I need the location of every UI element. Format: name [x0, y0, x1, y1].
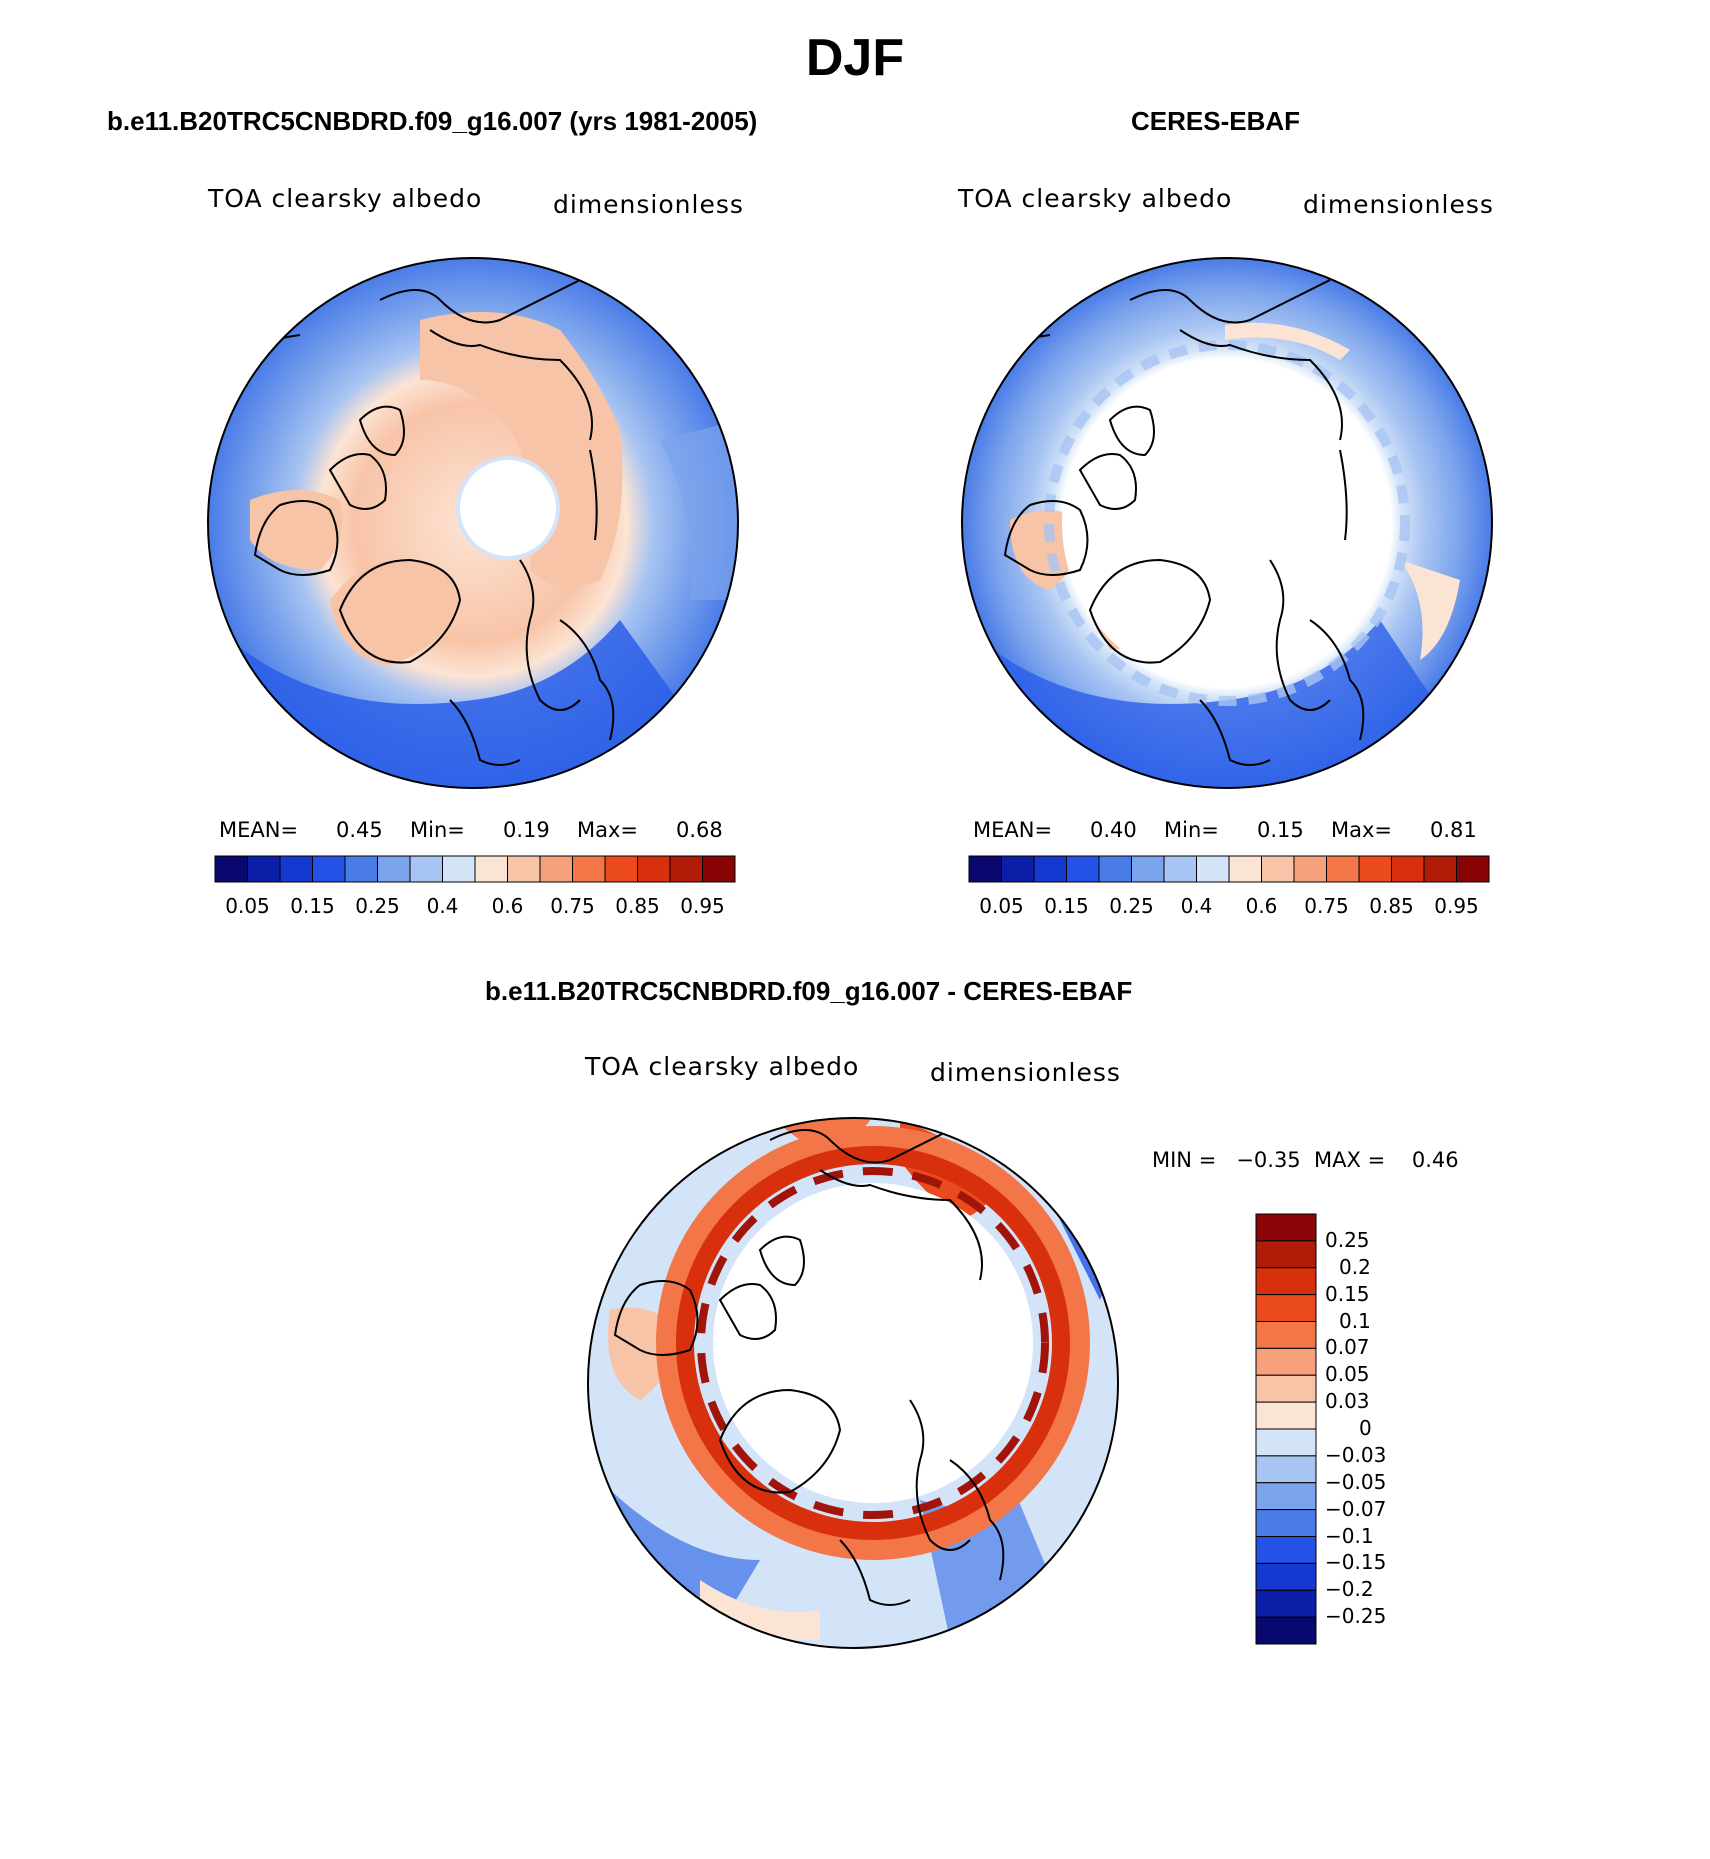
- panel-3-colorbar-swatch: [1255, 1401, 1317, 1430]
- panel-3-colorbar-tick-label: 0.07: [1325, 1335, 1370, 1360]
- panel-1-max-value: 0.68: [676, 818, 723, 842]
- panel-2-colorbar-swatch: [1163, 855, 1197, 883]
- panel-1-colorbar-swatch: [572, 855, 606, 883]
- panel-3-colorbar-tick-label: 0.1: [1339, 1308, 1371, 1333]
- panel-1-colorbar-tick-label: 0.95: [680, 894, 725, 918]
- panel-2-min-label: Min=: [1164, 818, 1219, 842]
- panel-1-colorbar-tick-label: 0.75: [550, 894, 595, 918]
- panel-1-colorbar-swatch: [507, 855, 541, 883]
- panel-3-colorbar-swatch: [1255, 1509, 1317, 1537]
- panel-2-colorbar-tick-label: 0.4: [1180, 894, 1213, 918]
- panel-3-units: dimensionless: [930, 1058, 1121, 1087]
- panel-1-colorbar-tick-label: 0.6: [491, 894, 524, 918]
- panel-3-colorbar-swatch: [1255, 1374, 1317, 1403]
- panel-3-colorbar-swatch: [1255, 1455, 1317, 1484]
- panel-2-colorbar-tick-label: 0.05: [979, 894, 1024, 918]
- panel-3-title: b.e11.B20TRC5CNBDRD.f09_g16.007 - CERES-…: [485, 976, 1133, 1006]
- panel-1-colorbar-swatch: [637, 855, 671, 883]
- panel-3-colorbar-labels: 0.25 0.2 0.15 0.1 0.07 0.05 0.03 0 −0.03 −0.05 −0.…: [1325, 1213, 1445, 1645]
- panel-3-colorbar-swatch: [1255, 1321, 1317, 1349]
- panel-2-min-value: 0.15: [1257, 818, 1304, 842]
- panel-2-mean-value: 0.40: [1090, 818, 1137, 842]
- panel-1-colorbar-tick-label: 0.25: [355, 894, 400, 918]
- panel-1-max-label: Max=: [577, 818, 639, 842]
- panel-3-colorbar-tick-label: −0.05: [1325, 1469, 1387, 1494]
- panel-3-colorbar-swatch: [1255, 1267, 1317, 1296]
- figure-title: DJF: [805, 29, 905, 87]
- panel-1-min-label: Min=: [410, 818, 465, 842]
- panel-1-min-value: 0.19: [503, 818, 550, 842]
- panel-3-colorbar-tick-label: −0.25: [1325, 1604, 1387, 1629]
- panel-2-colorbar-tick-label: 0.15: [1044, 894, 1089, 918]
- panel-1-colorbar-swatch: [409, 855, 443, 883]
- panel-3-colorbar-tick-label: 0.25: [1325, 1227, 1370, 1252]
- panel-1-colorbar: [214, 855, 736, 883]
- panel-2-colorbar-swatch: [1066, 855, 1100, 883]
- panel-1-colorbar-swatch: [214, 855, 248, 883]
- panel-2-colorbar-tick-label: 0.75: [1304, 894, 1349, 918]
- panel-1-colorbar-swatch: [702, 855, 736, 883]
- panel-2-max-value: 0.81: [1430, 818, 1477, 842]
- panel-1-colorbar-swatch: [279, 855, 313, 883]
- panel-2-colorbar-labels: 0.05 0.15 0.25 0.4 0.6 0.75 0.85 0.95: [969, 894, 1489, 924]
- panel-3-colorbar-tick-label: 0.03: [1325, 1389, 1370, 1414]
- panel-3-min-max: MIN = −0.35 MAX = 0.46: [1152, 1148, 1459, 1172]
- panel-1-units: dimensionless: [553, 190, 744, 219]
- panel-3-colorbar-swatch: [1255, 1294, 1317, 1322]
- panel-1-colorbar-swatch: [474, 855, 508, 883]
- panel-3-colorbar: [1255, 1213, 1317, 1645]
- panel-3-colorbar-swatch: [1255, 1213, 1317, 1242]
- panel-2-colorbar-swatch: [1196, 855, 1230, 883]
- panel-3-colorbar-tick-label: 0.05: [1325, 1362, 1370, 1387]
- panel-3-colorbar-tick-label: −0.2: [1325, 1577, 1374, 1602]
- panel-3-colorbar-swatch: [1255, 1562, 1317, 1591]
- panel-2-colorbar-swatch: [1358, 855, 1392, 883]
- panel-2-colorbar-swatch: [1001, 855, 1035, 883]
- panel-3-colorbar-tick-label: −0.03: [1325, 1442, 1387, 1467]
- panel-3-variable: TOA clearsky albedo: [585, 1052, 860, 1081]
- panel-2-colorbar-swatch: [1228, 855, 1262, 883]
- panel-3-colorbar-swatch: [1255, 1347, 1317, 1376]
- panel-3-colorbar-tick-label: 0.15: [1325, 1281, 1370, 1306]
- panel-2-colorbar-tick-label: 0.25: [1109, 894, 1154, 918]
- panel-2-mean-label: MEAN=: [973, 818, 1053, 842]
- panel-3-colorbar-tick-label: −0.15: [1325, 1550, 1387, 1575]
- panel-3-colorbar-swatch: [1255, 1589, 1317, 1618]
- panel-2-colorbar-tick-label: 0.6: [1245, 894, 1278, 918]
- panel-3-colorbar-swatch: [1255, 1428, 1317, 1457]
- panel-1-colorbar-swatch: [442, 855, 476, 883]
- panel-2-colorbar-swatch: [1456, 855, 1490, 883]
- panel-2-title: CERES-EBAF: [1131, 106, 1301, 136]
- panel-1-colorbar-tick-label: 0.15: [290, 894, 335, 918]
- panel-1-colorbar-tick-label: 0.85: [615, 894, 660, 918]
- panel-1-mean-value: 0.45: [336, 818, 383, 842]
- panel-2-units: dimensionless: [1303, 190, 1494, 219]
- panel-3-colorbar-swatch: [1255, 1616, 1317, 1645]
- panel-3-colorbar-swatch: [1255, 1482, 1317, 1511]
- panel-3-colorbar-tick-label: −0.1: [1325, 1523, 1374, 1548]
- panel-1-colorbar-swatch: [312, 855, 346, 883]
- panel-1-colorbar-tick-label: 0.05: [225, 894, 270, 918]
- panel-3-colorbar-swatch: [1255, 1536, 1317, 1564]
- panel-1-title: b.e11.B20TRC5CNBDRD.f09_g16.007 (yrs 198…: [107, 106, 758, 136]
- panel-3-colorbar-tick-label: 0: [1359, 1416, 1372, 1440]
- panel-1-colorbar-swatch: [669, 855, 703, 883]
- panel-1-mean-label: MEAN=: [219, 818, 299, 842]
- panel-2-colorbar-tick-label: 0.95: [1434, 894, 1479, 918]
- panel-1-colorbar-tick-label: 0.4: [426, 894, 459, 918]
- panel-2-colorbar-tick-label: 0.85: [1369, 894, 1414, 918]
- panel-2-colorbar-swatch: [1098, 855, 1132, 883]
- panel-3-colorbar-tick-label: 0.2: [1339, 1254, 1371, 1279]
- panel-2-max-label: Max=: [1331, 818, 1393, 842]
- panel-3-colorbar-tick-label: −0.07: [1325, 1496, 1387, 1521]
- panel-1-colorbar-swatch: [377, 855, 411, 883]
- panel-3-colorbar-swatch: [1255, 1240, 1317, 1269]
- panel-2-variable: TOA clearsky albedo: [958, 184, 1233, 213]
- panel-1-variable: TOA clearsky albedo: [208, 184, 483, 213]
- panel-2-colorbar: [968, 855, 1490, 883]
- panel-1-colorbar-labels: 0.05 0.15 0.25 0.4 0.6 0.75 0.85 0.95: [215, 894, 735, 924]
